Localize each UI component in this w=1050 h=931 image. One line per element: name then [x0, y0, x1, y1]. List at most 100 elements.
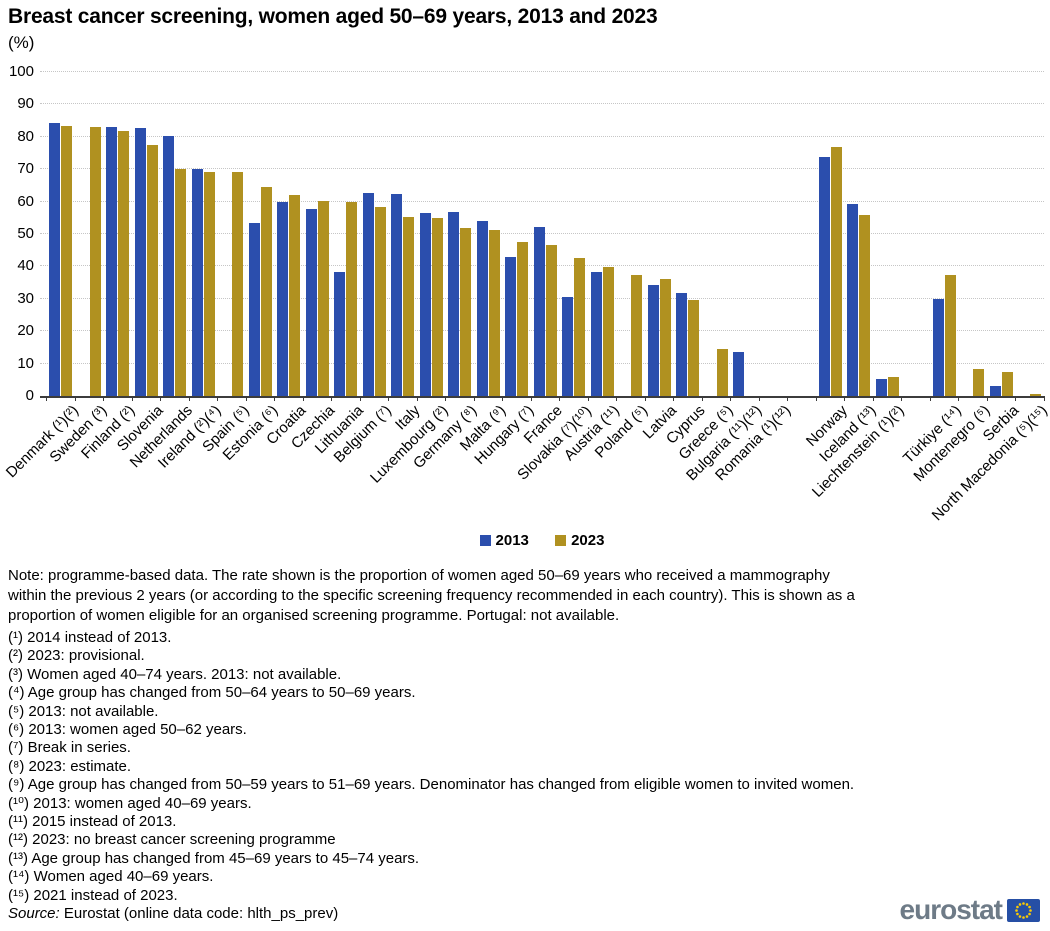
y-tick-label-10: 10	[17, 354, 34, 372]
bar-2023-luxembourg	[431, 218, 443, 396]
bar-2023-iceland	[859, 215, 870, 396]
x-tick	[644, 396, 646, 401]
legend-swatch-2023	[555, 535, 567, 546]
bar-2023-t-rkiye	[944, 275, 956, 396]
eu-flag-icon	[1007, 898, 1040, 922]
note-line-3: proportion of women eligible for an orga…	[8, 607, 620, 624]
y-tick-label-80: 80	[17, 127, 34, 145]
y-tick-label-90: 90	[17, 95, 34, 113]
bar-2023-netherlands	[175, 169, 186, 396]
gridline-80	[40, 135, 1044, 137]
bar-2013-slovakia	[562, 297, 573, 396]
bar-2023-denmark	[61, 126, 72, 396]
x-tick	[46, 396, 48, 401]
x-tick	[587, 396, 589, 401]
y-tick-label-0: 0	[25, 387, 34, 404]
source-line: Source: Eurostat (online data code: hlth…	[8, 905, 854, 923]
footnote-8: (⁸) 2023: estimate.	[8, 757, 132, 775]
x-tick	[901, 396, 903, 401]
bar-2013-france	[533, 227, 545, 396]
x-tick	[758, 396, 760, 401]
x-tick	[701, 396, 703, 401]
chart-title: Breast cancer screening, women aged 50–6…	[8, 5, 658, 28]
eurostat-logo-text: eurostat	[899, 894, 1003, 925]
legend-item-2023: 2023	[555, 532, 604, 549]
y-tick-label-70: 70	[17, 160, 34, 178]
footnote-5: (⁵) 2013: not available.	[8, 702, 159, 720]
footnote-14: (¹⁴) Women aged 40–69 years.	[8, 868, 214, 886]
bar-2023-malta	[488, 230, 500, 396]
x-tick	[986, 396, 988, 401]
y-tick-label-30: 30	[17, 289, 34, 307]
footnote-6: (⁶) 2013: women aged 50–62 years.	[8, 721, 247, 739]
x-tick	[616, 396, 618, 401]
bar-2013-finland	[106, 127, 117, 396]
bar-2013-germany	[448, 212, 459, 396]
bar-2013-luxembourg	[419, 213, 431, 396]
bar-2013-lithuania	[334, 272, 345, 396]
bar-2023-czechia	[317, 201, 329, 396]
bar-2013-t-rkiye	[932, 299, 944, 396]
x-tick	[160, 396, 162, 401]
bar-2023-croatia	[289, 195, 300, 396]
bar-2013-austria	[590, 272, 602, 396]
bar-2013-denmark	[49, 123, 60, 396]
x-tick	[131, 396, 133, 401]
note-line-2: within the previous 2 years (or accordin…	[8, 587, 855, 604]
footnote-7: (⁷) Break in series.	[8, 739, 131, 757]
x-tick	[217, 396, 219, 401]
x-tick	[274, 396, 276, 401]
bar-2013-liechtenstein	[875, 379, 887, 396]
bar-2023-latvia	[659, 279, 671, 396]
legend-label-2023: 2023	[571, 532, 605, 549]
x-tick	[929, 396, 931, 401]
bar-2013-hungary	[505, 257, 516, 396]
bar-2023-france	[545, 245, 557, 396]
x-tick	[872, 396, 874, 401]
x-tick	[188, 396, 190, 401]
bar-2023-montenegro	[973, 369, 984, 396]
footnote-1: (¹) 2014 instead of 2013.	[8, 629, 172, 646]
x-tick	[473, 396, 475, 401]
bar-2023-germany	[460, 228, 471, 396]
legend-label-2013: 2013	[495, 532, 529, 549]
x-tick	[530, 396, 532, 401]
gridline-100	[40, 71, 1044, 72]
y-tick-label-100: 100	[8, 63, 34, 80]
footnote-2: (²) 2023: provisional.	[8, 647, 145, 665]
bar-2023-norway	[830, 147, 842, 396]
bar-2023-estonia	[260, 187, 272, 396]
bar-2023-slovakia	[574, 258, 585, 396]
x-tick	[445, 396, 447, 401]
x-tick	[302, 396, 304, 401]
bar-2023-finland	[118, 131, 129, 396]
gridline-90	[40, 103, 1044, 105]
footnote-11: (¹¹) 2015 instead of 2013.	[8, 813, 177, 831]
bar-2023-slovenia	[146, 145, 158, 396]
x-tick	[559, 396, 561, 401]
eurostat-logo: eurostat	[900, 894, 1040, 926]
bar-2023-north-macedonia	[1030, 394, 1041, 396]
x-tick	[359, 396, 361, 401]
bar-2023-belgium	[374, 207, 386, 396]
chart-unit-label: (%)	[8, 33, 35, 52]
x-tick	[1015, 396, 1017, 401]
bar-2013-czechia	[305, 209, 317, 396]
legend-item-2013: 2013	[479, 532, 529, 549]
bar-2023-lithuania	[346, 202, 357, 396]
bar-2013-serbia	[989, 386, 1001, 396]
x-tick	[245, 396, 247, 401]
legend: 2013 2023	[40, 532, 1044, 549]
gridline-70	[40, 168, 1044, 170]
bar-2023-italy	[403, 217, 414, 396]
footnote-9: (⁹) Age group has changed from 50–59 yea…	[8, 776, 855, 794]
x-tick	[815, 396, 817, 401]
legend-swatch-2013	[479, 535, 491, 546]
x-tick	[673, 396, 675, 401]
y-tick-label-40: 40	[17, 257, 34, 275]
x-tick	[730, 396, 732, 401]
gridline-60	[40, 200, 1044, 202]
bar-2013-croatia	[277, 202, 288, 396]
footnote-12: (¹²) 2023: no breast cancer screening pr…	[8, 831, 336, 849]
